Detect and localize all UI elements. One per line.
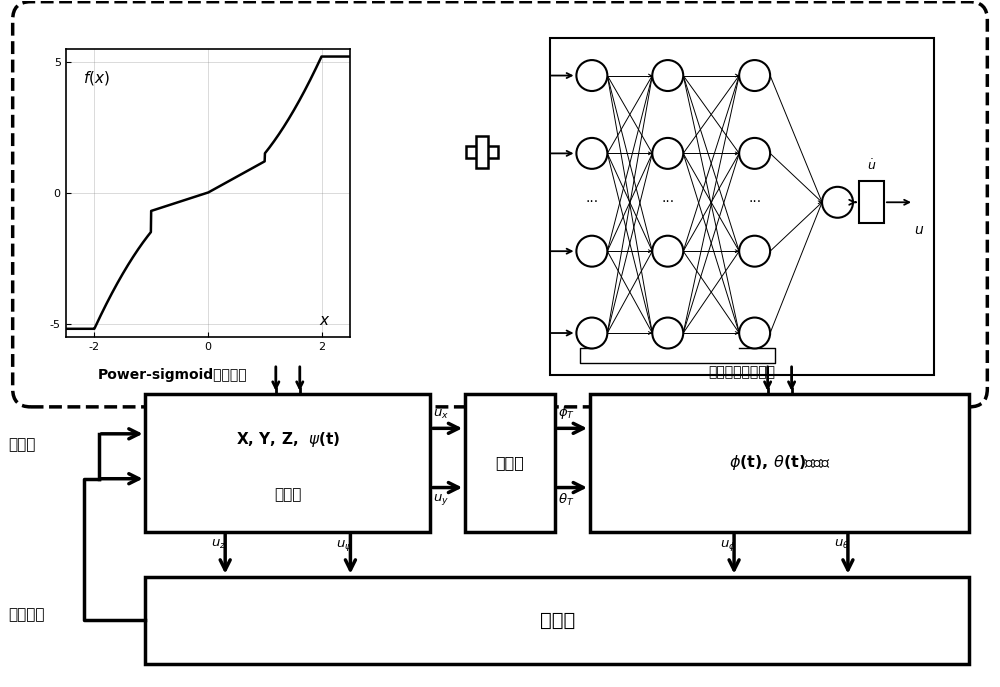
- Text: 状态变量: 状态变量: [9, 607, 45, 622]
- Circle shape: [652, 60, 683, 91]
- Circle shape: [739, 317, 770, 348]
- Text: $\phi_T$: $\phi_T$: [558, 405, 575, 421]
- Bar: [476, 137, 488, 168]
- Text: $u_\phi$: $u_\phi$: [720, 538, 736, 552]
- Text: Power-sigmoid激活函数: Power-sigmoid激活函数: [98, 368, 247, 382]
- Circle shape: [739, 138, 770, 169]
- Circle shape: [739, 60, 770, 91]
- Circle shape: [576, 317, 607, 348]
- Text: 反解法: 反解法: [496, 455, 524, 471]
- Circle shape: [576, 236, 607, 267]
- Bar: [465, 394, 555, 532]
- Text: $\theta_T$: $\theta_T$: [558, 491, 574, 508]
- Text: ···: ···: [661, 195, 674, 210]
- Circle shape: [652, 317, 683, 348]
- Text: $u_\theta$: $u_\theta$: [834, 538, 850, 551]
- Text: X, Y, Z,  $\psi$(t): X, Y, Z, $\psi$(t): [236, 430, 340, 449]
- Bar: [145, 576, 969, 664]
- Bar: [550, 38, 934, 375]
- Text: $u$: $u$: [914, 223, 924, 237]
- Circle shape: [576, 138, 607, 169]
- Bar: [466, 146, 498, 159]
- Text: $u_\psi$: $u_\psi$: [336, 538, 353, 552]
- Bar: [145, 394, 430, 532]
- Text: 控制器: 控制器: [274, 487, 301, 502]
- Text: 变参递归神经网络: 变参递归神经网络: [709, 365, 776, 379]
- Text: $u_y$: $u_y$: [433, 491, 449, 506]
- Text: $u_z$: $u_z$: [211, 538, 227, 551]
- Text: ···: ···: [748, 195, 761, 210]
- Circle shape: [652, 236, 683, 267]
- Circle shape: [822, 187, 853, 218]
- Text: $\dot{u}$: $\dot{u}$: [867, 159, 876, 173]
- Circle shape: [652, 138, 683, 169]
- Bar: [590, 394, 969, 532]
- Bar: [859, 181, 884, 223]
- Circle shape: [739, 236, 770, 267]
- Circle shape: [576, 60, 607, 91]
- Text: $\phi$(t), $\theta$(t)控制器: $\phi$(t), $\theta$(t)控制器: [729, 453, 831, 472]
- Text: $u_x$: $u_x$: [433, 408, 449, 421]
- Text: 无人机: 无人机: [540, 611, 575, 630]
- Text: ···: ···: [585, 195, 598, 210]
- FancyBboxPatch shape: [13, 1, 987, 407]
- Text: 目标值: 目标值: [9, 438, 36, 452]
